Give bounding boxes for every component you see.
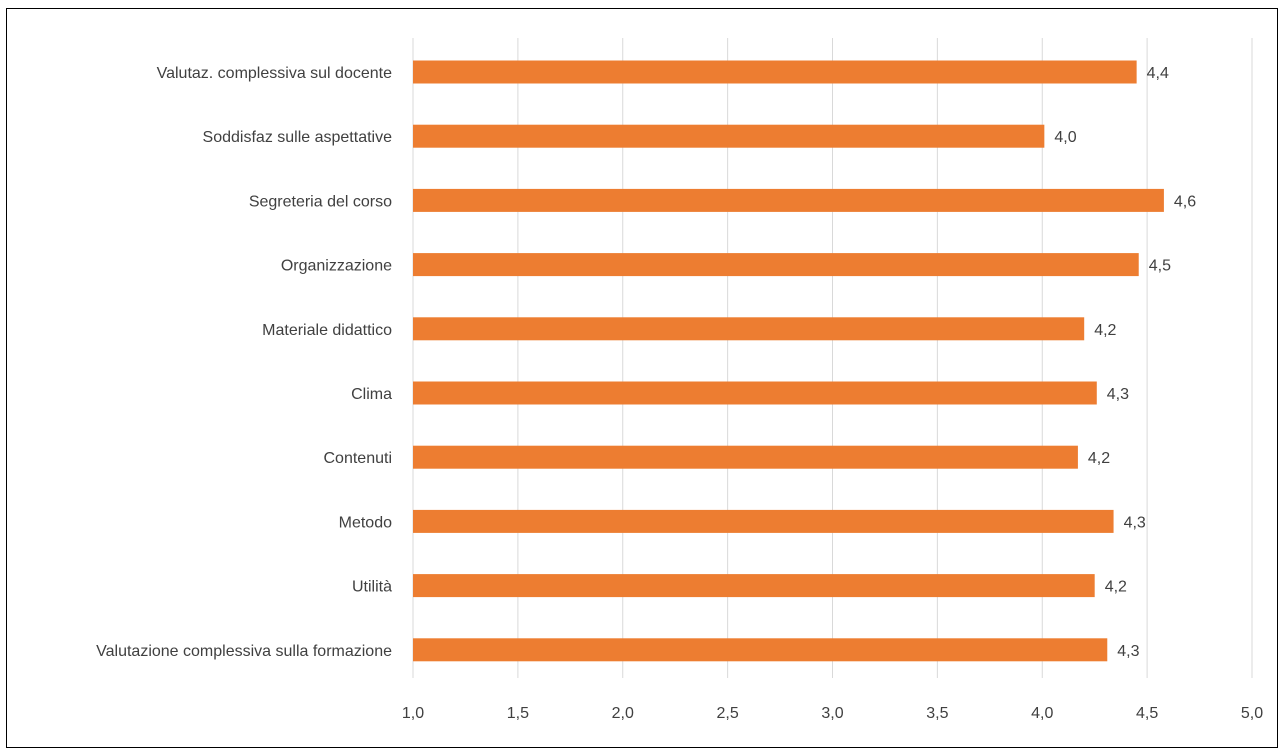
data-label: 4,5 <box>1149 258 1171 275</box>
data-label: 4,3 <box>1107 386 1129 403</box>
x-tick-label: 2,0 <box>612 705 634 722</box>
x-tick-label: 5,0 <box>1241 705 1263 722</box>
category-label: Valutaz. complessiva sul docente <box>157 65 392 82</box>
bar <box>413 188 1164 212</box>
category-label: Utilità <box>352 579 392 596</box>
labels: 1,0 1,5 2,0 2,5 3,0 3,5 4,0 4,5 5,0 Valutaz. comp… <box>96 65 1263 722</box>
data-label: 4,3 <box>1117 643 1139 660</box>
data-label: 4,2 <box>1088 450 1110 467</box>
bar <box>413 60 1137 84</box>
x-tick-label: 1,0 <box>402 705 424 722</box>
category-label: Contenuti <box>324 450 393 467</box>
data-label: 4,2 <box>1094 322 1116 339</box>
data-label: 4,2 <box>1105 579 1127 596</box>
category-label: Segreteria del corso <box>249 193 392 210</box>
bar <box>413 124 1045 148</box>
category-label: Organizzazione <box>281 258 392 275</box>
category-label: Soddisfaz sulle aspettative <box>203 129 393 146</box>
x-tick-label: 3,5 <box>926 705 948 722</box>
data-label: 4,4 <box>1147 65 1169 82</box>
x-tick-label: 4,0 <box>1031 705 1053 722</box>
category-label: Metodo <box>339 514 392 531</box>
bars <box>413 60 1164 662</box>
bar <box>413 253 1139 277</box>
x-tick-label: 4,5 <box>1136 705 1158 722</box>
bar <box>413 509 1114 533</box>
bar <box>413 638 1108 662</box>
bar <box>413 317 1085 341</box>
x-tick-label: 3,0 <box>821 705 843 722</box>
bar <box>413 445 1078 469</box>
data-label: 4,0 <box>1054 129 1076 146</box>
bar <box>413 574 1095 598</box>
category-label: Valutazione complessiva sulla formazione <box>96 643 392 660</box>
data-label: 4,3 <box>1124 514 1146 531</box>
x-tick-label: 1,5 <box>507 705 529 722</box>
data-label: 4,6 <box>1174 193 1196 210</box>
category-label: Materiale didattico <box>262 322 392 339</box>
category-label: Clima <box>351 386 392 403</box>
bar <box>413 381 1097 405</box>
bar-chart: 1,0 1,5 2,0 2,5 3,0 3,5 4,0 4,5 5,0 Valutaz. comp… <box>96 38 1263 722</box>
x-tick-label: 2,5 <box>717 705 739 722</box>
